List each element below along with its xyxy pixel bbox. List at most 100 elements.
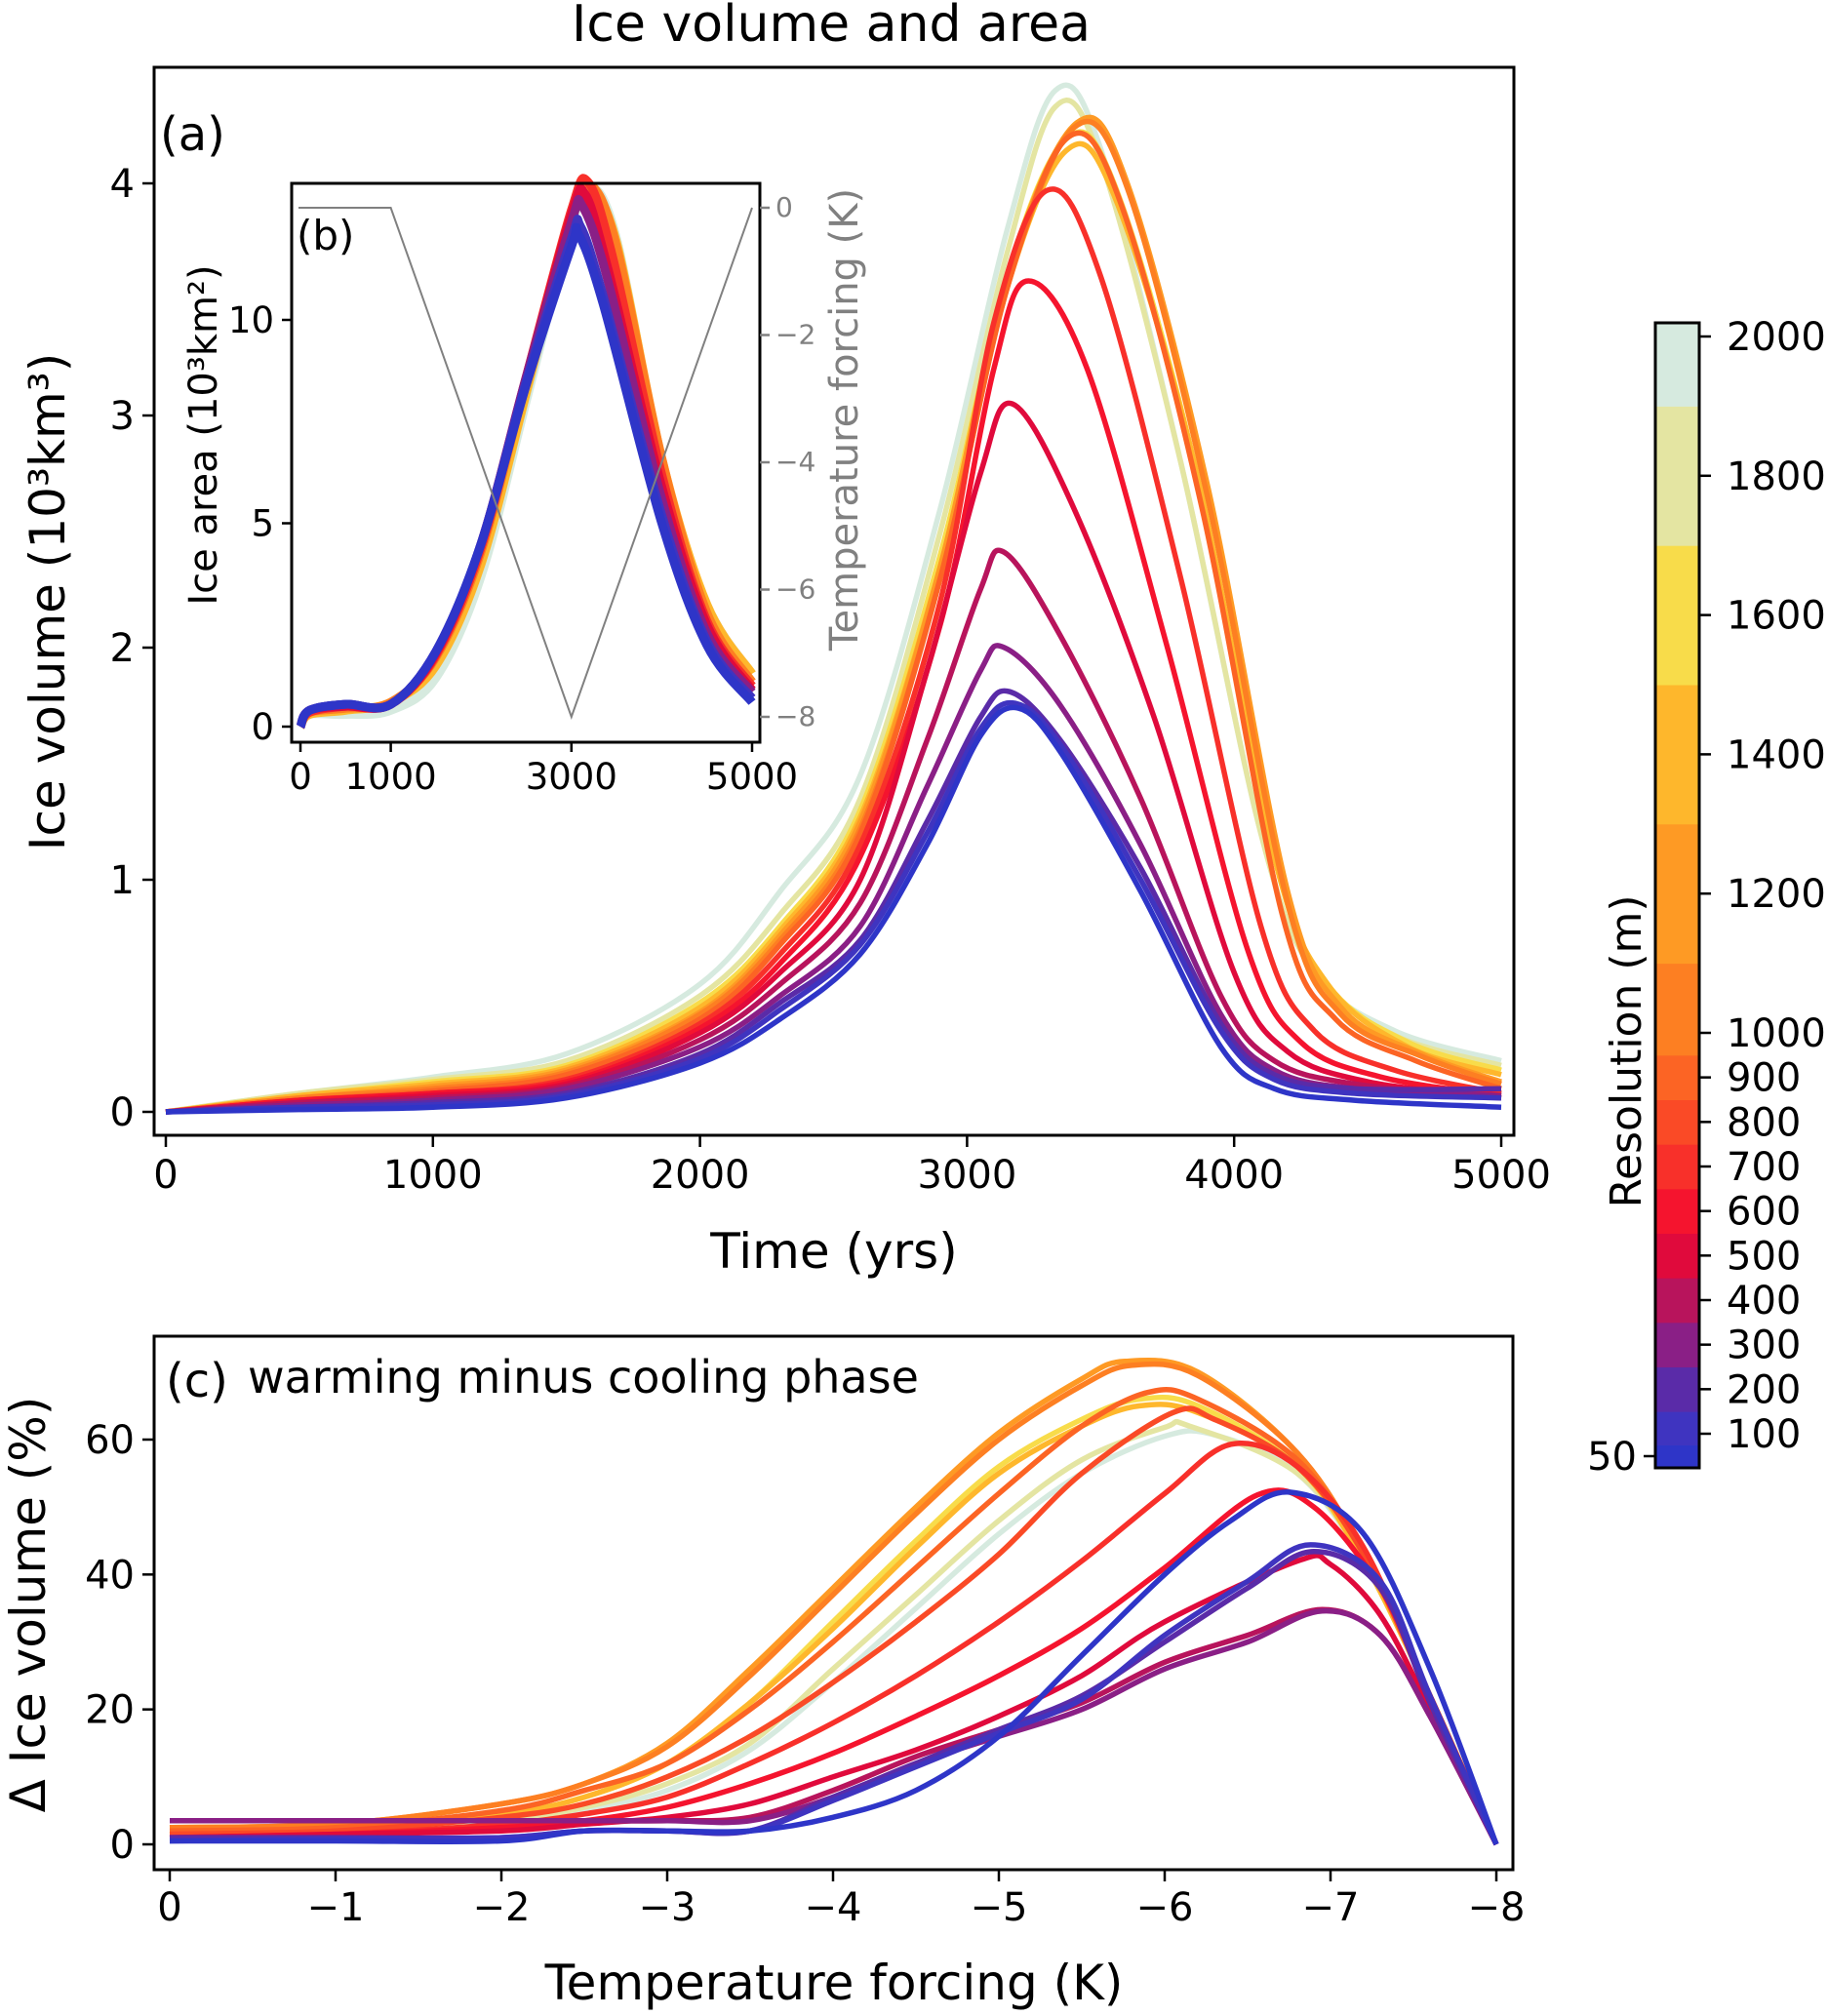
panel-c-series-500m [169, 1553, 1499, 1846]
panel-a-x-ticks: 0 1000 2000 3000 4000 5000 [153, 1135, 1551, 1198]
panel-a-series [165, 82, 1502, 1115]
panel-a-x-tick-label: 2000 [651, 1153, 750, 1198]
colorbar-swatch-1000 [1655, 963, 1699, 1056]
colorbar-tick-label: 900 [1727, 1056, 1801, 1101]
panel-c-x-tick-label: −6 [1136, 1885, 1194, 1930]
colorbar-swatch-100 [1655, 1411, 1699, 1445]
panel-c-y-tick-label: 60 [85, 1418, 135, 1463]
panel-c-series-800m [169, 1405, 1499, 1846]
panel-a-x-tick-label: 0 [153, 1153, 178, 1198]
panel-b-y2-tick-label: −8 [775, 700, 815, 732]
panel-a-y-tick-label: 4 [110, 162, 135, 207]
colorbar-swatch-1200 [1655, 823, 1699, 965]
colorbar-swatch-50 [1655, 1444, 1699, 1469]
panel-c-series-1400m [169, 1402, 1499, 1846]
colorbar-tick-label: 1600 [1727, 594, 1826, 639]
colorbar-tick-label: 200 [1727, 1367, 1801, 1412]
panel-a-y-axis-title: Ice volume (10³km³) [20, 353, 76, 850]
panel-b-y-ticks: 0 5 10 [228, 299, 292, 748]
panel-b-y-tick-label: 10 [228, 299, 274, 341]
colorbar-tick-label: 700 [1727, 1145, 1801, 1190]
colorbar-swatch-500 [1655, 1233, 1699, 1279]
colorbar-swatch-800 [1655, 1099, 1699, 1145]
figure-title: Ice volume and area [572, 0, 1091, 54]
panel-c-y-axis-title: Δ Ice volume (%) [0, 1397, 57, 1813]
panel-b-y2-tick-label: −6 [775, 573, 815, 606]
panel-c-series-1800m [169, 1418, 1499, 1846]
colorbar-tick-label: 1000 [1727, 1011, 1826, 1056]
panel-a-y-tick-label: 2 [110, 626, 135, 671]
panel-c-x-tick-label: −2 [473, 1885, 531, 1930]
panel-c-x-tick-label: 0 [157, 1885, 181, 1930]
colorbar-tick-label: 500 [1727, 1234, 1801, 1279]
panel-b-label: (b) [297, 212, 354, 259]
colorbar-swatch-700 [1655, 1144, 1699, 1190]
panel-c-annotation: warming minus cooling phase [248, 1351, 919, 1403]
panel-c-x-tick-label: −7 [1302, 1885, 1360, 1930]
temperature-forcing-line [298, 207, 753, 720]
panel-c-y-tick-label: 20 [85, 1688, 135, 1733]
colorbar-swatch-1400 [1655, 685, 1699, 825]
panel-c-series-100m [169, 1542, 1499, 1846]
colorbar-swatch-200 [1655, 1366, 1699, 1412]
panel-a-series-900m [165, 130, 1502, 1115]
panel-a-x-tick-label: 5000 [1451, 1153, 1551, 1198]
panel-c-series-1000m [169, 1361, 1499, 1846]
panel-b-series-50m [296, 222, 756, 730]
panel-a-series-300m [165, 643, 1502, 1115]
panel-b-x-tick-label: 0 [289, 756, 312, 798]
colorbar-swatch-1800 [1655, 406, 1699, 546]
colorbar-tick-label: 50 [1587, 1435, 1637, 1480]
panel-b-y2-tick-label: −2 [775, 319, 815, 351]
panel-a-y-tick-label: 3 [110, 394, 135, 439]
colorbar-tick-label: 1800 [1727, 455, 1826, 499]
panel-b-series [296, 174, 756, 730]
colorbar-tick-label: 400 [1727, 1279, 1801, 1324]
panel-c-x-tick-label: −1 [307, 1885, 365, 1930]
panel-b-y2-tick-label: −4 [775, 446, 815, 478]
panel-c-x-tick-label: −4 [805, 1885, 862, 1930]
colorbar-tick-label: 2000 [1727, 315, 1826, 360]
panel-b-y-tick-label: 5 [251, 503, 274, 545]
panel-b-ice-area-inset: 0 1000 3000 5000 0 5 10 0 −2 −4 −6 −8 (b) Ice are… [181, 174, 867, 798]
panel-b-x-tick-label: 1000 [345, 756, 437, 798]
panel-c-series-700m [169, 1441, 1499, 1846]
inset-background [292, 183, 760, 742]
panel-c-y-tick-label: 40 [85, 1553, 135, 1598]
panel-b-y2-tick-label: 0 [775, 191, 793, 223]
panel-c-series-1200m [169, 1357, 1499, 1846]
colorbar-tick-label: 100 [1727, 1412, 1801, 1457]
panel-b-x-tick-label: 5000 [706, 756, 798, 798]
panel-b-x-tick-label: 3000 [526, 756, 617, 798]
colorbar-tick-label: 800 [1727, 1100, 1801, 1145]
colorbar-swatch-400 [1655, 1278, 1699, 1324]
colorbar-swatch-900 [1655, 1054, 1699, 1100]
panel-a-y-tick-label: 1 [110, 858, 135, 903]
panel-c-y-tick-label: 0 [110, 1823, 135, 1868]
colorbar-swatch-600 [1655, 1188, 1699, 1234]
panel-b-y-tick-label: 0 [251, 706, 274, 748]
colorbar-frame [1653, 321, 1701, 1470]
colorbar-swatch-2000 [1655, 323, 1699, 407]
panel-b-x-ticks: 0 1000 3000 5000 [289, 742, 798, 798]
colorbar-swatch-1600 [1655, 545, 1699, 686]
panel-b-y-axis-title: Ice area (10³km²) [181, 264, 226, 605]
panel-a-y-tick-label: 0 [110, 1090, 135, 1135]
panel-c-series-300m [170, 1607, 1499, 1846]
panel-c-x-tick-label: −8 [1468, 1885, 1526, 1930]
panel-c-x-tick-label: −3 [639, 1885, 696, 1930]
panel-c-y-ticks: 0 20 40 60 [85, 1418, 154, 1868]
panel-c-series [169, 1357, 1499, 1846]
panel-c-series-50m [169, 1489, 1499, 1845]
colorbar-swatches [1655, 323, 1699, 1469]
panel-b-temperature-ticks: 0 −2 −4 −6 −8 [760, 191, 815, 732]
colorbar-swatch-300 [1655, 1322, 1699, 1367]
panel-a-frame [152, 65, 1516, 1137]
panel-a-x-tick-label: 3000 [918, 1153, 1017, 1198]
colorbar-label: Resolution (m) [1602, 894, 1651, 1207]
panel-c-x-tick-label: −5 [971, 1885, 1028, 1930]
